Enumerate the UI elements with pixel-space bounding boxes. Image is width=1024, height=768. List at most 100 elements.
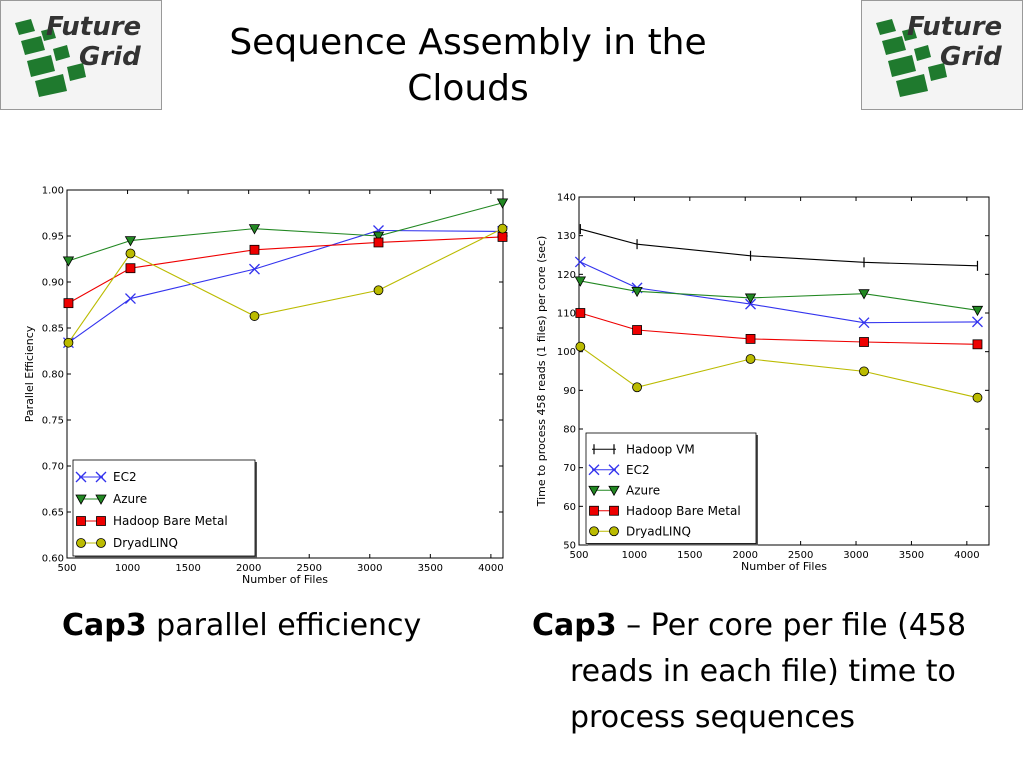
legend-marker <box>76 516 86 526</box>
data-point-dryadlinq <box>63 337 74 348</box>
legend-marker <box>588 464 600 476</box>
data-point-dryadlinq <box>859 366 869 377</box>
data-point-hadoop-bare-metal <box>373 237 384 248</box>
legend-label: Azure <box>626 483 660 497</box>
legend-item-ec2: EC2 <box>588 463 650 477</box>
data-point-dryadlinq <box>497 223 508 234</box>
legend-marker <box>75 494 87 505</box>
legend-label: EC2 <box>626 463 650 477</box>
legend-label: Hadoop Bare Metal <box>113 514 228 528</box>
x-tick-label: 2500 <box>788 550 813 561</box>
logo-word-grid: Grid <box>940 42 1002 72</box>
data-point-azure <box>858 289 870 300</box>
data-point-hadoop-bare-metal <box>63 298 74 309</box>
legend-marker <box>608 485 620 497</box>
series-azure <box>62 198 509 267</box>
data-point-dryadlinq <box>125 248 136 259</box>
legend-label: Azure <box>113 492 147 506</box>
legend-marker <box>608 464 620 476</box>
legend-marker <box>589 505 599 516</box>
y-tick-label: 80 <box>563 425 576 436</box>
data-point-hadoop-bare-metal <box>972 339 983 350</box>
data-point-azure <box>496 198 509 209</box>
legend-label: DryadLINQ <box>113 536 178 550</box>
data-point-hadoop-bare-metal <box>125 263 136 274</box>
data-point-hadoop-bare-metal <box>859 337 869 347</box>
slide-title-line-1: Sequence Assembly in the <box>229 22 707 63</box>
y-tick-label: 0.60 <box>42 554 64 565</box>
logo-word-grid: Grid <box>79 42 141 72</box>
data-point-dryadlinq <box>373 285 384 296</box>
y-tick-label: 0.90 <box>42 278 64 289</box>
x-tick-label: 4000 <box>954 550 979 561</box>
caption-parallel-efficiency: Cap3 parallel efficiency <box>62 603 421 649</box>
y-tick-label: 70 <box>563 463 576 474</box>
legend-marker <box>96 538 106 548</box>
x-tick-label: 1000 <box>115 563 140 574</box>
y-tick-label: 130 <box>557 231 576 242</box>
data-point-azure <box>62 256 75 267</box>
y-tick-label: 0.95 <box>42 232 64 243</box>
legend-marker <box>609 505 619 516</box>
y-axis-label: Time to process 458 reads (1 files) per … <box>536 236 548 508</box>
legend-item-hadoop-bare-metal: Hadoop Bare Metal <box>76 514 228 528</box>
data-point-dryadlinq <box>632 382 642 393</box>
data-point-dryadlinq <box>249 311 260 321</box>
y-tick-label: 110 <box>557 309 576 320</box>
data-point-hadoop-bare-metal <box>632 325 642 335</box>
legend-item-hadoop-bare-metal: Hadoop Bare Metal <box>589 504 741 518</box>
y-tick-label: 60 <box>563 502 576 513</box>
parallel-efficiency-chart: 0.60 0.65 0.70 0.75 0.80 0.85 0.90 0.95 1.00 500 1… <box>18 180 510 590</box>
caption-left-bold: Cap3 <box>62 608 147 643</box>
parallel-efficiency-chart-svg: 0.60 0.65 0.70 0.75 0.80 0.85 0.90 0.95 1.00 500 1… <box>23 186 509 586</box>
data-point-hadoop-bare-metal <box>497 232 508 242</box>
data-point-hadoop-bare-metal <box>575 308 586 318</box>
legend-item-dryadlinq: DryadLINQ <box>76 536 178 550</box>
y-tick-label: 0.85 <box>42 324 64 335</box>
y-tick-label: 50 <box>563 541 576 552</box>
y-axis-label: Parallel Efficiency <box>23 325 36 422</box>
caption-right-bold: Cap3 <box>532 608 617 643</box>
caption-right-line-1: Cap3 – Per core per file (458 <box>532 603 992 649</box>
x-tick-label: 1500 <box>175 563 200 574</box>
data-point-ec2 <box>972 316 983 328</box>
data-point-dryadlinq <box>972 392 983 403</box>
slide-title: Sequence Assembly in the Clouds <box>200 20 736 112</box>
y-tick-label: 0.80 <box>42 370 64 381</box>
data-point-azure <box>248 224 261 235</box>
data-point-azure <box>631 286 643 298</box>
x-tick-label: 500 <box>57 563 76 574</box>
data-point-dryadlinq <box>745 354 756 364</box>
x-axis-label: Number of Files <box>242 573 328 586</box>
series-hadoop-bare-metal <box>575 308 983 350</box>
data-point-ec2 <box>745 298 756 310</box>
data-point-azure <box>744 293 757 304</box>
legend-marker <box>95 494 107 505</box>
data-point-azure <box>574 276 587 287</box>
data-point-azure <box>372 231 385 242</box>
legend-item-hadoop-vm: Hadoop VM <box>592 442 695 456</box>
series-dryadlinq <box>63 223 508 348</box>
series-dryadlinq <box>575 341 983 403</box>
legend-label: Hadoop VM <box>626 442 695 456</box>
data-point-azure <box>971 305 984 317</box>
data-point-hadoop-bare-metal <box>249 244 260 255</box>
legend-label: DryadLINQ <box>626 524 691 538</box>
futuregrid-logo-graphic: Future Grid <box>15 12 141 97</box>
logo-word-future: Future <box>46 12 141 42</box>
data-point-dryadlinq <box>575 341 586 352</box>
time-per-core-chart-svg: 50 60 70 80 90 100 110 120 130 140 500 1000 1500 2000… <box>536 193 990 573</box>
futuregrid-logo-left: Future Grid <box>0 0 162 110</box>
legend-marker <box>589 526 599 537</box>
legend-label: EC2 <box>113 470 137 484</box>
x-tick-label: 2000 <box>732 550 757 561</box>
x-tick-label: 3000 <box>357 563 382 574</box>
caption-right-text-1: – Per core per file (458 <box>616 608 967 643</box>
legend-item-azure: Azure <box>588 483 660 497</box>
legend-item-dryadlinq: DryadLINQ <box>589 524 691 538</box>
legend-label: Hadoop Bare Metal <box>626 504 741 518</box>
y-tick-label: 140 <box>557 193 576 204</box>
y-tick-label: 0.75 <box>42 416 64 427</box>
x-tick-label: 4000 <box>478 563 503 574</box>
logo-word-future: Future <box>907 12 1002 42</box>
